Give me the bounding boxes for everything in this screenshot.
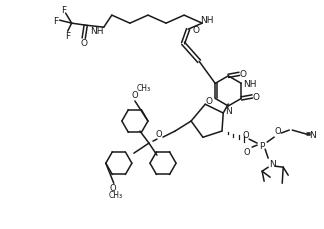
Text: NH: NH (244, 79, 257, 88)
Text: O: O (193, 26, 200, 35)
Text: NH: NH (201, 16, 214, 25)
Text: P: P (260, 141, 265, 150)
Text: CH₃: CH₃ (137, 84, 151, 93)
Text: F: F (65, 32, 70, 41)
Text: N: N (309, 130, 316, 139)
Text: O: O (275, 126, 282, 135)
Text: O: O (253, 93, 260, 101)
Text: F: F (61, 5, 66, 14)
Text: O: O (240, 70, 247, 79)
Text: CH₃: CH₃ (109, 190, 123, 199)
Text: N: N (225, 107, 232, 116)
Text: O: O (132, 91, 138, 100)
Text: O: O (243, 130, 249, 139)
Text: F: F (53, 16, 58, 25)
Text: O: O (156, 129, 162, 138)
Text: O: O (80, 38, 87, 48)
Text: O: O (206, 96, 213, 105)
Text: O: O (244, 147, 250, 156)
Text: O: O (110, 183, 116, 192)
Text: NH: NH (90, 27, 103, 35)
Text: N: N (269, 159, 275, 168)
